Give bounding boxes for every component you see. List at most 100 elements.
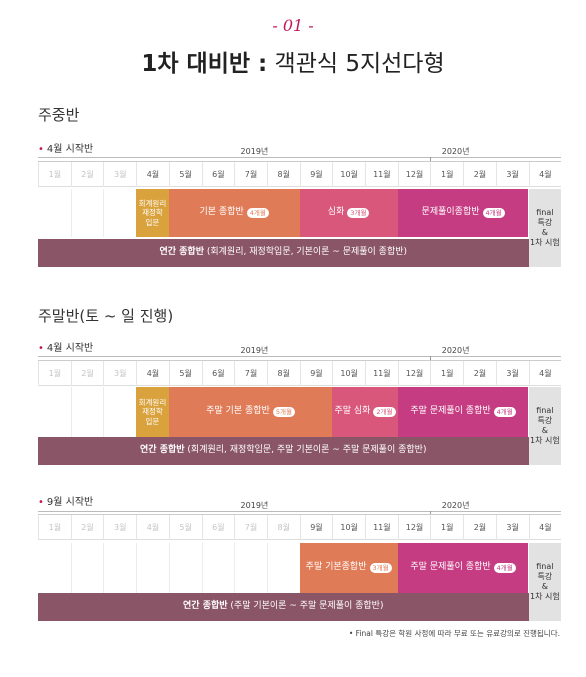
month-cell: 11월 <box>365 162 398 187</box>
month-cell: 5월 <box>168 361 202 386</box>
month-cell: 9월 <box>299 361 333 386</box>
annual-course-title: 연간 종합반 <box>183 601 228 612</box>
column-guide <box>168 543 170 593</box>
start-label-text: 9월 시작반 <box>46 497 94 508</box>
course-bar[interactable]: 주말 문제풀이 종합반 4개월 <box>397 543 529 593</box>
month-cell: 4월 <box>136 515 169 540</box>
month-cell: 1월 <box>430 162 463 187</box>
column-guide <box>70 189 72 237</box>
month-cell: 2월 <box>70 162 104 187</box>
annual-course-title: 연간 종합반 <box>159 247 204 258</box>
bullet-icon: • <box>38 497 44 508</box>
course-bar-label: 주말 문제풀이 종합반 <box>410 562 491 573</box>
month-cell: 3월 <box>103 162 136 187</box>
course-bar[interactable]: final 특강 & 1차 시험 <box>528 189 562 267</box>
month-cell: 4월 <box>528 162 562 187</box>
course-bar-label: 주말 기본종합반 <box>305 562 367 573</box>
month-cell: 10월 <box>332 162 365 187</box>
duration-badge: 4개월 <box>482 208 505 218</box>
month-cell: 4월 <box>136 162 169 187</box>
month-cell: 6월 <box>201 361 235 386</box>
course-bar[interactable]: 회계원리 재정학 입문 <box>136 387 169 437</box>
annual-course-bar[interactable]: 연간 종합반 (회계원리, 재정학입문, 주말 기본이론 ~ 주말 문제풀이 종… <box>38 437 529 465</box>
annual-course-desc: (주말 기본이론 ~ 주말 문제풀이 종합반) <box>227 601 384 612</box>
month-cell: 3월 <box>495 361 529 386</box>
course-bar-label: 주말 기본 종합반 <box>206 406 270 417</box>
month-cell: 7월 <box>234 515 267 540</box>
month-cell: 2월 <box>70 361 104 386</box>
month-cell: 1월 <box>38 515 71 540</box>
duration-badge: 4개월 <box>246 208 269 218</box>
column-guide <box>201 543 203 593</box>
course-bar[interactable]: final 특강 & 1차 시험 <box>528 543 562 621</box>
duration-badge: 3개월 <box>347 208 370 218</box>
section-heading: 주말반(토 ~ 일 진행) <box>38 307 174 325</box>
month-row: 1월 2월 3월 4월 5월 6월 7월 8월 9월 10월 11월 12월 1월 2월 3월 4월 <box>38 514 562 540</box>
year-label: 2020년 <box>441 501 470 510</box>
month-cell: 6월 <box>201 162 235 187</box>
column-guide <box>103 189 105 237</box>
section-heading: 주중반 <box>38 106 80 124</box>
duration-badge: 4개월 <box>493 563 516 573</box>
course-bar-label: 주말 심화 <box>334 406 371 417</box>
start-label: • 4월 시작반 <box>38 339 93 354</box>
month-cell: 3월 <box>495 515 529 540</box>
month-cell: 8월 <box>266 515 300 540</box>
year-line <box>38 511 562 512</box>
course-bar[interactable]: 주말 기본종합반 3개월 <box>299 543 398 593</box>
month-cell: 5월 <box>168 162 202 187</box>
annual-course-desc: (회계원리, 재정학입문, 주말 기본이론 ~ 주말 문제풀이 종합반) <box>184 445 427 456</box>
annual-course-bar[interactable]: 연간 종합반 (회계원리, 재정학입문, 기본이론 ~ 문제풀이 종합반) <box>38 239 529 267</box>
month-cell: 5월 <box>168 515 202 540</box>
start-label-text: 4월 시작반 <box>46 343 94 354</box>
month-cell: 3월 <box>103 361 136 386</box>
bullet-icon: • <box>38 343 44 354</box>
month-cell: 9월 <box>299 515 333 540</box>
month-cell: 11월 <box>365 515 398 540</box>
course-bar[interactable]: 심화 3개월 <box>299 189 398 237</box>
month-cell: 7월 <box>234 361 267 386</box>
course-bar-label: 기본 종합반 <box>199 207 244 218</box>
year-label: 2019년 <box>240 346 269 355</box>
course-bar[interactable]: final 특강 & 1차 시험 <box>528 387 562 465</box>
month-row: 1월 2월 3월 4월 5월 6월 7월 8월 9월 10월 11월 12월 1월 2월 3월 4월 <box>38 161 562 187</box>
month-cell: 9월 <box>299 162 333 187</box>
month-cell: 2월 <box>70 515 104 540</box>
start-label: • 4월 시작반 <box>38 140 93 155</box>
month-cell: 8월 <box>266 162 300 187</box>
course-bar-label: final 특강 & 1차 시험 <box>529 208 560 247</box>
course-bar-label: 회계원리 재정학 입문 <box>138 198 167 227</box>
month-row: 1월 2월 3월 4월 5월 6월 7월 8월 9월 10월 11월 12월 1월 2월 3월 4월 <box>38 360 562 386</box>
course-bar[interactable]: 기본 종합반 4개월 <box>168 189 300 237</box>
annual-course-bar[interactable]: 연간 종합반 (주말 기본이론 ~ 주말 문제풀이 종합반) <box>38 593 529 621</box>
year-label: 2019년 <box>240 501 269 510</box>
column-guide <box>266 543 268 593</box>
course-bar[interactable]: 주말 심화 2개월 <box>332 387 398 437</box>
month-cell: 2월 <box>463 162 496 187</box>
annual-course-title: 연간 종합반 <box>140 445 185 456</box>
month-cell: 10월 <box>332 515 365 540</box>
month-cell: 12월 <box>397 515 431 540</box>
course-bar[interactable]: 주말 기본 종합반 5개월 <box>168 387 333 437</box>
month-cell: 2월 <box>463 361 496 386</box>
month-cell: 2월 <box>463 515 496 540</box>
page-title: 1차 대비반 : 객관식 5지선다형 <box>141 51 445 77</box>
course-bar[interactable]: 문제풀이종합반 4개월 <box>397 189 529 237</box>
month-cell: 4월 <box>528 361 562 386</box>
annual-course-desc: (회계원리, 재정학입문, 기본이론 ~ 문제풀이 종합반) <box>203 247 408 258</box>
duration-badge: 2개월 <box>373 407 396 417</box>
course-bar[interactable]: 회계원리 재정학 입문 <box>136 189 169 237</box>
year-label: 2020년 <box>441 346 470 355</box>
course-bar-label: final 특강 & 1차 시험 <box>529 406 560 445</box>
column-guide <box>234 543 236 593</box>
year-line <box>38 157 562 158</box>
month-cell: 1월 <box>38 361 71 386</box>
bullet-icon: • <box>38 144 44 155</box>
month-cell: 8월 <box>266 361 300 386</box>
course-bar[interactable]: 주말 문제풀이 종합반 4개월 <box>397 387 529 437</box>
section-number: - 01 - <box>272 16 314 35</box>
month-cell: 3월 <box>495 162 529 187</box>
column-guide <box>103 387 105 437</box>
month-cell: 12월 <box>397 361 431 386</box>
month-cell: 1월 <box>38 162 71 187</box>
